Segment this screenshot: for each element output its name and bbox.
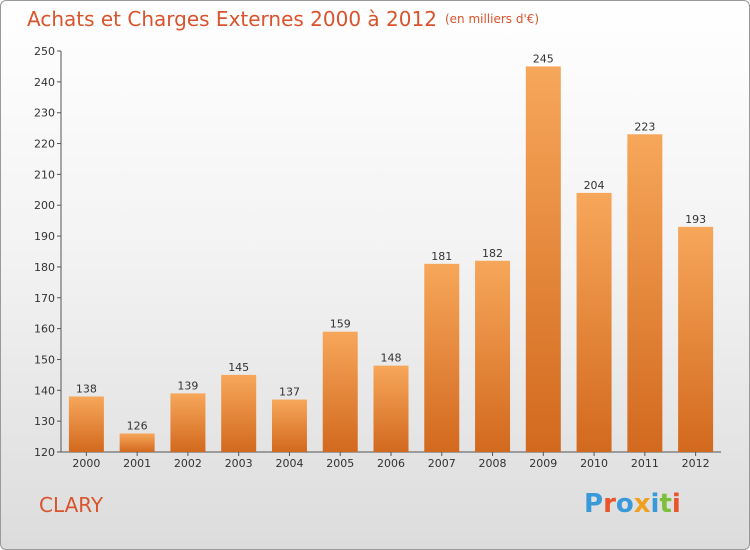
x-tick-label: 2006 — [377, 457, 405, 470]
value-label-2003: 145 — [228, 361, 249, 374]
logo-letter: i — [650, 489, 660, 519]
x-tick-label: 2010 — [580, 457, 608, 470]
bar-2010 — [576, 192, 612, 452]
chart-value-labels: 138 126 139 145 137 159 148 181 182 245 204 223 193 — [76, 52, 706, 432]
bar-2001 — [119, 433, 155, 452]
x-tick-label: 2007 — [428, 457, 456, 470]
x-tick-label: 2005 — [326, 457, 354, 470]
y-tick-label: 200 — [34, 199, 55, 212]
value-label-2009: 245 — [533, 52, 554, 65]
x-tick-label: 2009 — [529, 457, 557, 470]
y-tick-label: 130 — [34, 415, 55, 428]
x-tick-label: 2001 — [123, 457, 151, 470]
y-tick-label: 120 — [34, 446, 55, 459]
value-label-2000: 138 — [76, 382, 97, 395]
value-label-2005: 159 — [330, 318, 351, 331]
value-label-2001: 126 — [127, 419, 148, 432]
y-tick-label: 140 — [34, 384, 55, 397]
bar-2007 — [424, 263, 460, 452]
y-tick-label: 170 — [34, 292, 55, 305]
logo-letter: i — [671, 489, 681, 519]
x-tick-label: 2011 — [631, 457, 659, 470]
logo-letter: x — [633, 489, 651, 519]
logo-letter: r — [603, 489, 616, 519]
value-label-2002: 139 — [177, 379, 198, 392]
value-label-2004: 137 — [279, 386, 300, 399]
bar-2003 — [221, 374, 257, 452]
bar-2011 — [627, 134, 663, 453]
chart-bars — [68, 66, 714, 453]
value-label-2011: 223 — [634, 120, 655, 133]
value-label-2006: 148 — [381, 352, 402, 365]
y-tick-label: 150 — [34, 353, 55, 366]
y-tick-label: 210 — [34, 168, 55, 181]
logo-letter: P — [584, 489, 604, 519]
chart-title: Achats et Charges Externes 2000 à 2012 (e… — [27, 7, 539, 31]
bar-2005 — [322, 331, 358, 452]
y-tick-label: 240 — [34, 76, 55, 89]
y-tick-label: 180 — [34, 261, 55, 274]
y-tick-label: 250 — [34, 45, 55, 58]
y-tick-label: 190 — [34, 230, 55, 243]
bar-2009 — [525, 66, 561, 452]
value-label-2008: 182 — [482, 247, 503, 260]
chart-axes: 120 130 140 150 160 170 180 190 200 210 220 230 240 2… — [34, 45, 721, 470]
x-tick-label: 2000 — [72, 457, 100, 470]
y-tick-label: 160 — [34, 323, 55, 336]
x-tick-label: 2002 — [174, 457, 202, 470]
y-tick-label: 220 — [34, 138, 55, 151]
x-tick-label: 2008 — [479, 457, 507, 470]
place-name: CLARY — [39, 493, 104, 517]
x-tick-label: 2003 — [225, 457, 253, 470]
bar-2006 — [373, 365, 409, 452]
bar-2012 — [678, 226, 714, 452]
x-tick-label: 2012 — [682, 457, 710, 470]
value-label-2010: 204 — [584, 179, 605, 192]
proxiti-logo: Proxiti — [584, 489, 681, 519]
x-tick-label: 2004 — [275, 457, 303, 470]
chart-unit: (en milliers d'€) — [444, 12, 540, 26]
chart-title-text: Achats et Charges Externes 2000 à 2012 — [27, 7, 437, 31]
bar-2004 — [271, 399, 307, 452]
logo-letter: o — [615, 489, 634, 519]
y-tick-label: 230 — [34, 107, 55, 120]
logo-letter: t — [659, 489, 672, 519]
bar-2002 — [170, 393, 206, 452]
bar-2008 — [475, 260, 511, 452]
value-label-2007: 181 — [431, 250, 452, 263]
value-label-2012: 193 — [685, 213, 706, 226]
bar-2000 — [68, 396, 104, 452]
